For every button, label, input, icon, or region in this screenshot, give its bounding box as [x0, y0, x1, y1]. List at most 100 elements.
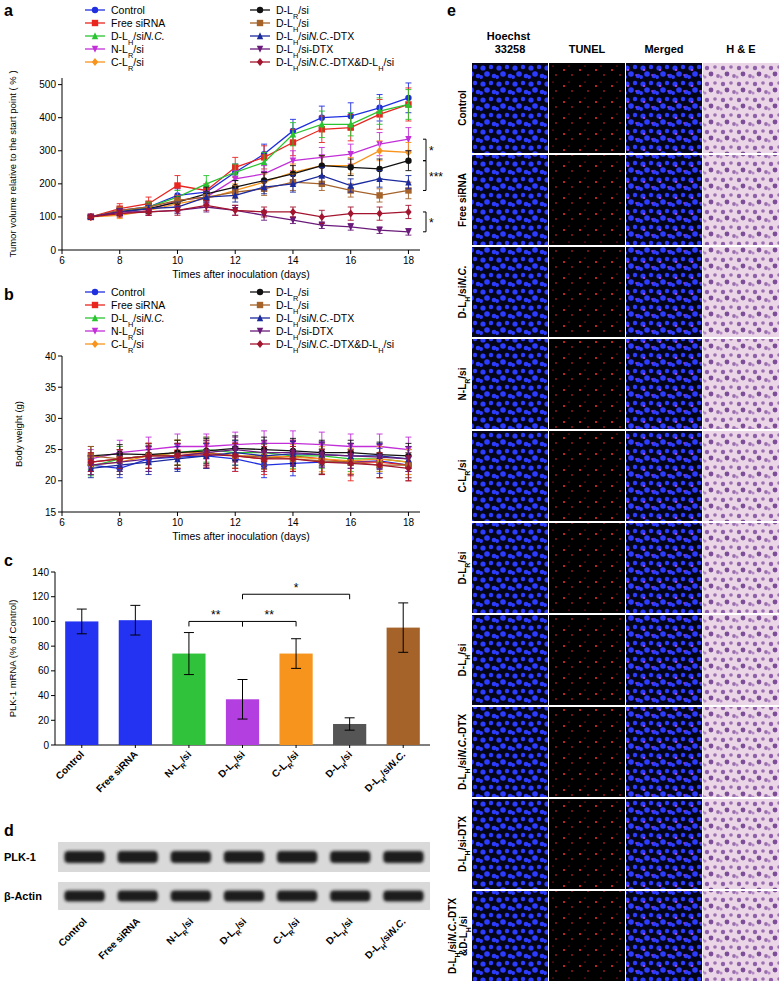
micrograph — [472, 247, 548, 337]
blot-band — [64, 890, 104, 901]
significance-label: * — [429, 216, 434, 230]
row-label: D-LH/siN.C.-DTX — [457, 714, 471, 791]
y-tick — [58, 418, 62, 419]
legend-marker — [257, 340, 263, 348]
micrograph — [549, 615, 625, 705]
data-point — [117, 455, 123, 463]
y-tick — [51, 621, 55, 622]
error-bar — [174, 443, 180, 468]
data-point — [348, 210, 354, 218]
significance-bracket — [423, 161, 426, 191]
data-point — [88, 214, 94, 220]
data-point — [261, 183, 267, 190]
significance-label: * — [294, 581, 299, 595]
y-tick-label: 100 — [39, 211, 56, 222]
error-bar — [405, 205, 411, 218]
micrograph — [472, 431, 548, 521]
micrograph — [626, 63, 702, 153]
x-tick-label: 14 — [287, 517, 299, 528]
y-tick — [58, 512, 62, 513]
legend-marker — [92, 46, 98, 53]
column-header: Merged — [644, 43, 683, 55]
data-point — [232, 206, 238, 214]
micrograph — [549, 155, 625, 245]
x-tick-label: 6 — [59, 517, 65, 528]
micrograph — [472, 707, 548, 797]
x-tick-label: C-LR/si — [269, 748, 302, 781]
panel-label: d — [4, 822, 14, 839]
data-point — [319, 213, 325, 221]
blot-band — [330, 851, 370, 863]
micrograph — [472, 523, 548, 613]
data-point — [174, 453, 180, 460]
x-tick — [235, 250, 236, 254]
y-tick — [51, 596, 55, 597]
text-part: N.C. — [144, 30, 165, 42]
y-axis-title: PLK-1 mRNA (% of Control) — [7, 600, 18, 718]
error-bar — [348, 113, 354, 136]
panel-label: a — [4, 2, 13, 19]
legend-label: Free siRNA — [111, 17, 165, 29]
x-tick — [62, 512, 63, 516]
subscript: H — [464, 768, 471, 773]
text-line: 33258 — [495, 43, 526, 55]
error-bar — [405, 456, 411, 481]
legend-marker — [257, 58, 263, 66]
error-bar — [348, 451, 354, 476]
data-point — [145, 452, 151, 460]
data-point — [88, 214, 94, 220]
text-part: N.C. — [457, 266, 468, 286]
y-axis — [62, 356, 63, 512]
blot-row-label: β-Actin — [4, 890, 42, 902]
micrograph — [703, 247, 779, 337]
series-line — [91, 455, 409, 469]
error-bar — [319, 167, 325, 184]
legend-marker — [92, 58, 98, 66]
subscript: R — [232, 761, 241, 770]
error-bar — [117, 210, 123, 217]
column-header: TUNEL — [569, 43, 606, 55]
error-bar — [405, 229, 411, 236]
y-tick-label: 200 — [39, 178, 56, 189]
subscript: H — [465, 927, 472, 932]
x-tick-label: D-LH/si — [323, 748, 356, 781]
y-axis — [62, 78, 63, 250]
subscript: R — [464, 563, 471, 568]
data-point — [203, 193, 209, 200]
text-part: N.C. — [309, 338, 330, 350]
series-line — [91, 98, 409, 217]
micrograph — [549, 431, 625, 521]
x-tick-label: 8 — [117, 255, 123, 266]
legend-marker — [92, 20, 98, 26]
data-point — [405, 157, 411, 163]
series-line — [91, 205, 409, 217]
data-point — [88, 214, 94, 220]
micrograph — [472, 63, 548, 153]
error-bar — [117, 446, 123, 471]
series-line — [91, 104, 409, 216]
micrograph — [549, 247, 625, 337]
x-tick — [188, 745, 189, 748]
error-bar — [146, 443, 152, 468]
data-point — [203, 451, 209, 459]
error-bar — [232, 443, 238, 468]
data-point — [174, 182, 180, 188]
y-tick-label: 120 — [32, 591, 49, 602]
data-point — [261, 159, 267, 166]
row-label: Free siRNA — [457, 173, 468, 227]
legend-marker — [257, 289, 263, 295]
error-bar — [261, 443, 267, 474]
legend-marker — [92, 340, 98, 348]
text-part: N.C. — [386, 916, 408, 938]
legend-marker — [92, 289, 98, 295]
data-point — [376, 227, 382, 234]
data-point — [232, 207, 238, 214]
subscript: H — [379, 942, 388, 951]
error-bar — [184, 633, 194, 675]
data-point — [290, 130, 296, 137]
data-point — [376, 175, 382, 182]
data-point — [88, 213, 94, 221]
error-bar — [405, 176, 411, 189]
micrograph — [626, 615, 702, 705]
data-point — [88, 214, 94, 221]
